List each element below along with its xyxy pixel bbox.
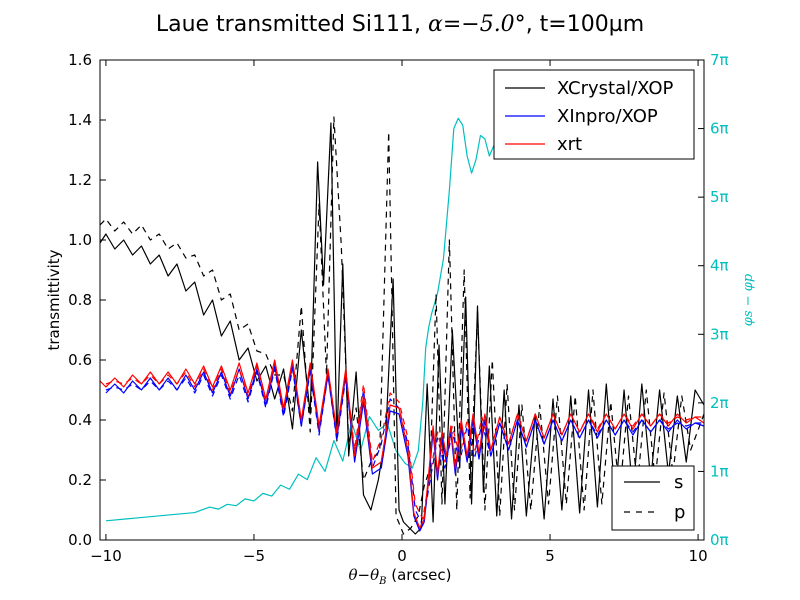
series-line-xcrystal-xop-p — [99, 116, 705, 535]
x-label-unit: (arcsec) — [386, 566, 451, 584]
title-prefix: Laue transmitted Si111, — [156, 12, 428, 37]
plot-area — [99, 116, 705, 535]
y2-tick-label: 3π — [710, 325, 729, 343]
y2-tick-label: 7π — [710, 51, 729, 69]
y2-tick-label: 6π — [710, 120, 729, 138]
y2-tick-label: 4π — [710, 257, 729, 275]
y-tick-label: 0.8 — [68, 291, 92, 309]
y2-tick-label: 2π — [710, 394, 729, 412]
series-line-xrt-p — [105, 362, 704, 520]
y-tick-label: 1.6 — [68, 51, 92, 69]
legend-label-xinpro: XInpro/XOP — [557, 106, 658, 127]
x-tick-label: 0 — [397, 547, 407, 565]
series-line-phase-difference — [105, 117, 504, 522]
y-tick-label: 0.0 — [68, 531, 92, 549]
y2-tick-label: 5π — [710, 188, 729, 206]
plot-frame — [99, 59, 705, 541]
chart-title: Laue transmitted Si111, α=−5.0°, t=100µm — [156, 12, 644, 37]
series-line-xinpro-xop-p — [105, 368, 704, 526]
x-axis-label: θ−θB (arcsec) — [348, 566, 451, 587]
ticks-layer: −10 −5 0 5 10 0.0 0.2 0.4 0.6 0.8 1.0 1.2 1.4 1.6 0π 1π… — [68, 51, 728, 565]
x-label-minus: − — [358, 566, 371, 584]
x-label-theta-b: θ — [370, 566, 379, 584]
legend-series: XCrystal/XOP XInpro/XOP xrt — [493, 69, 695, 160]
x-tick-label: −10 — [90, 547, 122, 565]
x-tick-label: 5 — [545, 547, 555, 565]
x-label-theta: θ — [348, 566, 357, 584]
y-tick-label: 1.0 — [68, 231, 92, 249]
legend-label-s: s — [674, 472, 683, 493]
legend-label-xrt: xrt — [557, 134, 582, 155]
legend-polarization: s p — [611, 465, 695, 531]
y2-tick-label: 1π — [710, 462, 729, 480]
x-tick-label: 10 — [689, 547, 708, 565]
y2-axis-label: φs − φp — [741, 273, 756, 326]
series-line-xcrystal-xop-s — [99, 122, 705, 535]
title-alpha-symbol: α — [428, 12, 443, 37]
x-label-subscript: B — [378, 576, 386, 587]
x-tick-label: −5 — [243, 547, 265, 565]
legend-label-xcrystal: XCrystal/XOP — [557, 78, 674, 99]
legend-label-p: p — [674, 502, 685, 523]
series-line-xinpro-xop-s — [105, 365, 705, 532]
y-axis-label: transmittivity — [45, 249, 63, 350]
legend-polarization-box — [611, 465, 695, 531]
series-line-xrt-s — [99, 359, 705, 529]
y-tick-label: 0.4 — [68, 411, 92, 429]
y-tick-label: 1.4 — [68, 111, 92, 129]
title-alpha-value: =−5.0° — [443, 12, 526, 37]
y2-tick-label: 0π — [710, 531, 729, 549]
y-tick-label: 1.2 — [68, 171, 92, 189]
y-tick-label: 0.6 — [68, 351, 92, 369]
title-suffix: , t=100µm — [526, 12, 644, 37]
y-tick-label: 0.2 — [68, 471, 92, 489]
